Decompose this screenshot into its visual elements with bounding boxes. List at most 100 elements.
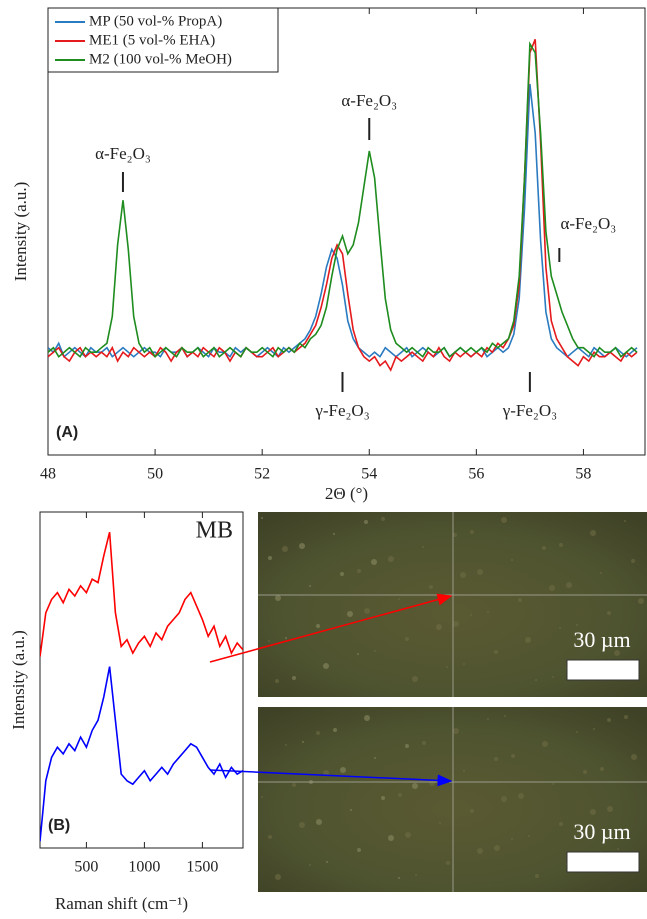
- x-tick-label: 1000: [128, 859, 160, 876]
- speck: [357, 848, 361, 852]
- panel-label: (A): [56, 424, 78, 441]
- speck: [559, 627, 561, 629]
- speck: [326, 861, 328, 863]
- speck: [470, 809, 474, 813]
- arrow: [209, 769, 453, 787]
- speck: [275, 874, 281, 880]
- chart-title: MB: [196, 518, 233, 544]
- speck: [333, 728, 337, 732]
- speck: [494, 845, 500, 851]
- speck: [504, 715, 506, 717]
- speck: [398, 877, 400, 879]
- speck: [501, 796, 507, 802]
- speck: [631, 754, 637, 760]
- speck: [470, 530, 474, 534]
- legend-label: MP (50 vol-% PropA): [89, 13, 222, 29]
- speck: [412, 676, 418, 682]
- speck: [487, 611, 489, 613]
- speck: [309, 585, 311, 587]
- speck: [415, 874, 417, 876]
- speck: [316, 624, 320, 628]
- speck: [566, 582, 572, 588]
- speck: [374, 757, 376, 759]
- speck: [316, 731, 320, 735]
- legend-label: M2 (100 vol-% MeOH): [89, 51, 232, 67]
- speck: [275, 595, 281, 601]
- speck: [590, 530, 596, 536]
- scale-label: 30 µm: [573, 819, 630, 844]
- series-line: [40, 532, 243, 657]
- speck: [477, 848, 483, 854]
- speck: [542, 546, 546, 550]
- speck: [268, 640, 270, 642]
- annotation: α-Fe₂O₃: [560, 214, 616, 233]
- speck: [357, 569, 361, 573]
- speck: [268, 835, 272, 839]
- speck: [501, 517, 507, 523]
- speck: [374, 650, 376, 652]
- speck: [494, 757, 498, 761]
- speck: [381, 517, 385, 521]
- speck: [446, 861, 450, 865]
- panel-label: (B): [48, 817, 70, 834]
- speck: [617, 848, 619, 850]
- micrographs: 30 µm 30 µm: [209, 512, 647, 892]
- speck: [453, 533, 457, 537]
- speck: [600, 767, 604, 771]
- speck: [494, 650, 498, 654]
- x-tick-label: 56: [468, 466, 484, 483]
- speck: [302, 741, 304, 743]
- speck: [607, 611, 611, 615]
- speck: [542, 741, 548, 747]
- scale-bar: [566, 851, 640, 873]
- series-line: [48, 41, 638, 358]
- speck: [357, 653, 359, 655]
- speck: [518, 793, 524, 799]
- speck: [453, 621, 459, 627]
- speck: [292, 783, 296, 787]
- speck: [398, 793, 402, 797]
- speck: [422, 546, 424, 548]
- speck: [477, 569, 483, 575]
- speck: [559, 822, 563, 826]
- speck: [364, 715, 370, 721]
- speck: [429, 585, 433, 589]
- legend-box: [47, 7, 279, 73]
- speck: [261, 517, 263, 519]
- annotation: α-Fe₂O₃: [95, 144, 151, 163]
- x-tick-label: 48: [40, 466, 56, 483]
- speck: [624, 715, 628, 719]
- annotation: α-Fe₂O₃: [341, 91, 397, 110]
- speck: [511, 559, 513, 561]
- speck: [600, 572, 602, 574]
- x-axis-label: Raman shift (cm⁻¹): [55, 894, 188, 913]
- speck: [552, 676, 554, 678]
- speck: [511, 754, 515, 758]
- speck: [398, 598, 400, 600]
- plot-frame: [39, 511, 244, 849]
- scale-bar: [566, 659, 640, 681]
- panel-b: 500 1000 1500 Raman shift (cm⁻¹) Intensity (…: [9, 511, 244, 913]
- speck: [340, 767, 346, 773]
- speck: [446, 666, 448, 668]
- speck: [614, 650, 620, 656]
- speck: [528, 835, 530, 837]
- speck: [285, 744, 287, 746]
- speck: [576, 731, 578, 733]
- speck: [439, 822, 441, 824]
- speck: [350, 809, 352, 811]
- speck: [316, 819, 322, 825]
- speck: [299, 822, 305, 828]
- speck: [487, 718, 489, 720]
- annotation: γ-Fe₂O₃: [502, 401, 557, 420]
- series-line: [40, 666, 243, 842]
- speck: [549, 585, 555, 591]
- speck: [299, 543, 305, 549]
- x-tick-label: 52: [254, 466, 270, 483]
- speck: [275, 679, 279, 683]
- x-tick-label: 50: [147, 466, 163, 483]
- speck: [261, 796, 263, 798]
- speck: [463, 663, 465, 665]
- x-tick-label: 1500: [186, 859, 218, 876]
